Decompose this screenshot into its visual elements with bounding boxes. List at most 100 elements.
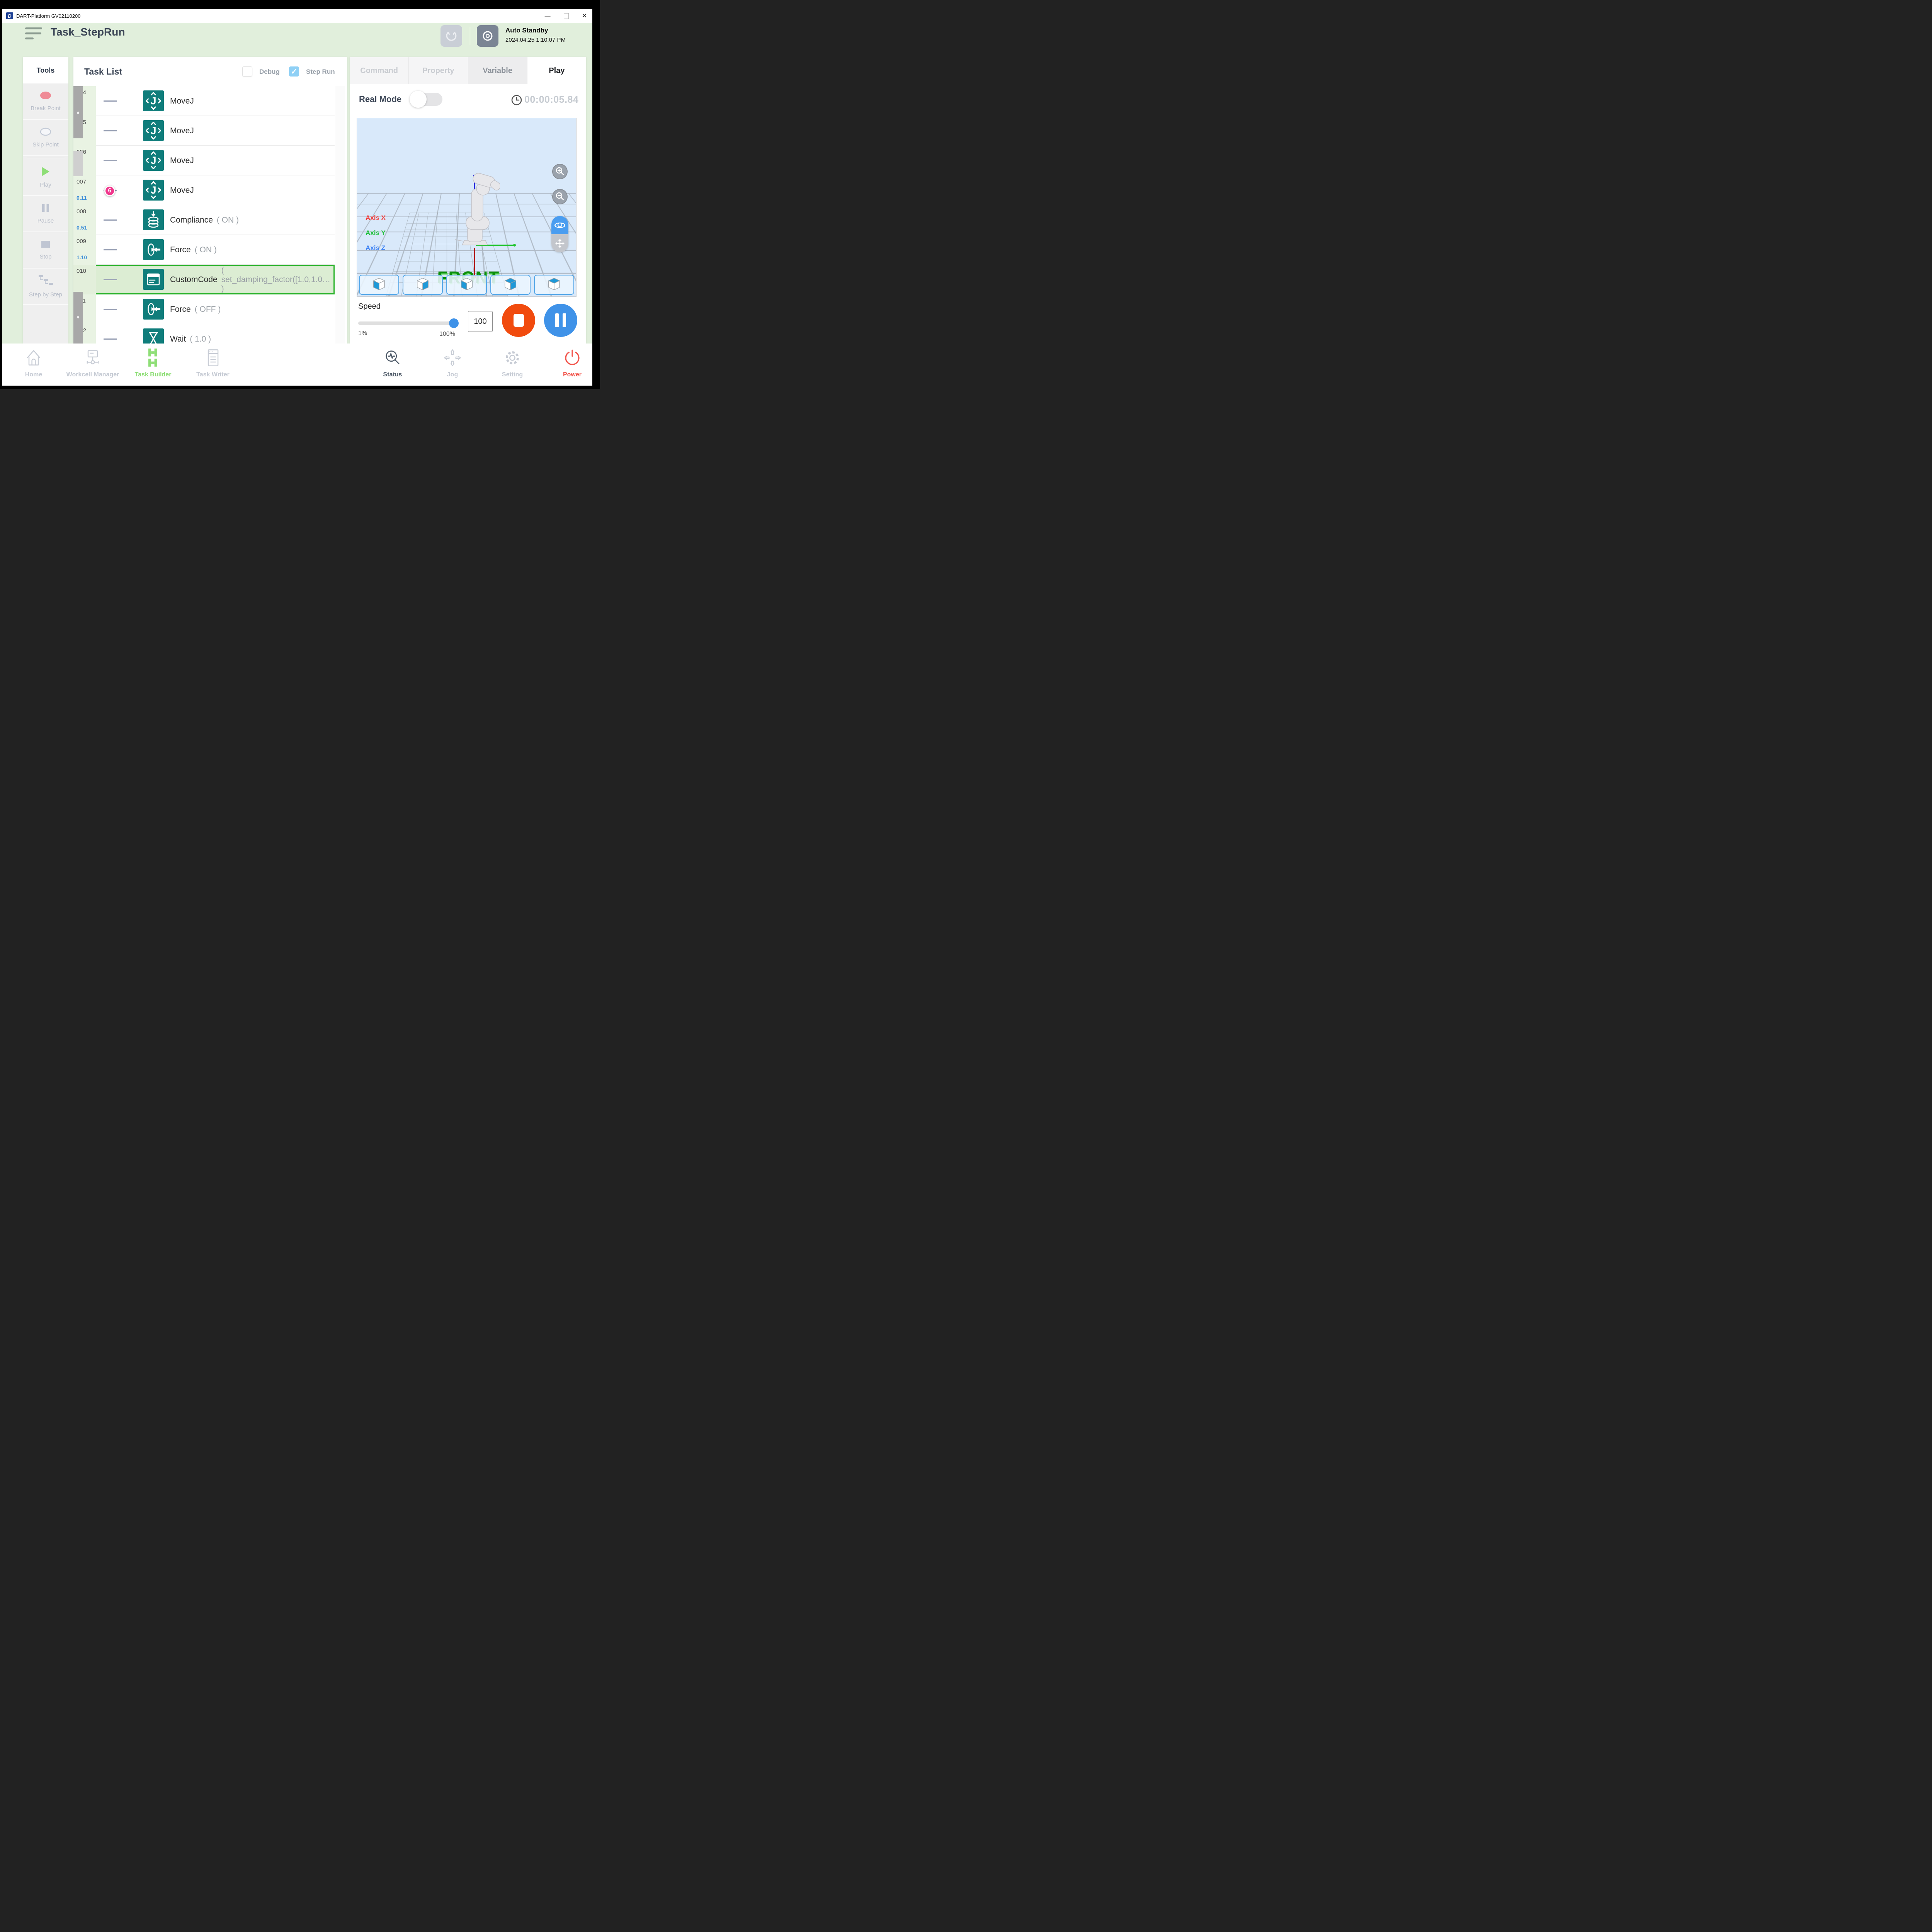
tab-play[interactable]: Play <box>527 57 586 84</box>
row-number: 010 <box>77 268 87 274</box>
status-icon <box>383 347 402 368</box>
nav-setting[interactable]: Setting <box>481 347 543 378</box>
task-row-009[interactable]: 009 1.10 Force( ON ) <box>73 235 335 265</box>
scroll-thumb[interactable] <box>73 151 83 176</box>
stepbystep-icon <box>38 275 53 288</box>
command-name: MoveJ <box>170 126 194 135</box>
task-row-007[interactable]: 007 0.11 6 J MoveJ <box>73 175 335 205</box>
view-control-pill <box>551 216 568 252</box>
robot-gripper-icon[interactable] <box>440 25 462 47</box>
minimize-button[interactable]: — <box>544 13 551 19</box>
pause-button[interactable] <box>544 304 577 337</box>
movej-command-icon: J <box>143 150 164 171</box>
task-row-005[interactable]: 005 J MoveJ <box>73 116 335 146</box>
step-run-label: Step Run <box>306 68 335 75</box>
jog-icon <box>443 347 462 368</box>
tool-step-by-step[interactable]: Step by Step <box>23 269 68 305</box>
nav-jog[interactable]: Jog <box>422 347 483 378</box>
tab-command[interactable]: Command <box>350 57 409 84</box>
tool-skip-point[interactable]: Skip Point <box>23 120 68 156</box>
play-icon <box>41 167 50 179</box>
app-logo-icon: D <box>6 12 13 19</box>
command-args: ( OFF ) <box>194 304 221 314</box>
view-right-cube-icon <box>415 276 430 294</box>
app-window: D DART-Platform GV02110200 — ✕ Task_Step… <box>2 9 592 386</box>
tool-play[interactable]: Play <box>23 160 68 196</box>
row-number: 008 <box>77 208 87 215</box>
svg-text:J: J <box>150 125 156 136</box>
nav-task-writer[interactable]: Task Writer <box>182 347 244 378</box>
task-row-006[interactable]: 006 J MoveJ <box>73 146 335 175</box>
robot-mode-status: Auto Standby <box>505 27 548 34</box>
tab-property[interactable]: Property <box>409 57 468 84</box>
view-cube-buttons <box>357 275 576 295</box>
task-row-012[interactable]: 012 Wait( 1.0 ) <box>73 324 335 344</box>
zoom-in-button[interactable] <box>552 164 568 179</box>
maximize-button[interactable] <box>563 13 569 19</box>
speed-slider-thumb[interactable] <box>449 318 459 328</box>
task-row-004[interactable]: 004 J MoveJ <box>73 86 335 116</box>
command-args: ( ON ) <box>194 245 217 254</box>
row-exec-time: 0.11 <box>77 195 87 201</box>
rotate-view-button[interactable] <box>551 216 568 234</box>
task-list-header: Task List Debug ✓ Step Run <box>73 57 347 86</box>
real-mode-toggle[interactable] <box>410 91 442 108</box>
title-bar: D DART-Platform GV02110200 — ✕ <box>2 9 592 23</box>
row-exec-time: 1.10 <box>77 254 87 260</box>
axis-y-line <box>476 244 516 247</box>
nav-task-builder[interactable]: Task Builder <box>122 347 184 378</box>
robot-state-swirl-icon[interactable] <box>477 25 498 47</box>
movej-command-icon: J <box>143 120 164 141</box>
debug-checkbox[interactable] <box>242 66 252 77</box>
close-button[interactable]: ✕ <box>582 12 587 19</box>
tab-variable[interactable]: Variable <box>468 57 527 84</box>
scroll-up-button[interactable]: ▲ <box>73 86 83 138</box>
tool-pause[interactable]: Pause <box>23 196 68 232</box>
nav-status[interactable]: Status <box>362 347 423 378</box>
command-name: Force <box>170 304 191 314</box>
task-row-008[interactable]: 008 0.51 Compliance( ON ) <box>73 205 335 235</box>
real-mode-label: Real Mode <box>359 94 402 104</box>
command-name: MoveJ <box>170 156 194 165</box>
force-command-icon <box>143 239 164 260</box>
command-name: Force <box>170 245 191 254</box>
view-top-button[interactable] <box>534 275 575 295</box>
speed-value-input[interactable] <box>468 311 493 332</box>
view-iso-button[interactable] <box>490 275 531 295</box>
force-command-icon <box>143 299 164 320</box>
stop-icon <box>41 240 51 250</box>
status-timestamp: 2024.04.25 1:10:07 PM <box>505 37 566 43</box>
stop-button[interactable] <box>502 304 535 337</box>
nav-workcell-manager[interactable]: Workcell Manager <box>62 347 124 378</box>
panel-tabs: Command Property Variable Play <box>350 57 586 84</box>
view-front-button[interactable] <box>359 275 400 295</box>
row-number-gutter: 010 <box>73 265 96 294</box>
simulation-viewport[interactable]: Axis X Axis Y Axis Z <box>357 118 577 297</box>
menu-hamburger-icon[interactable] <box>25 27 43 40</box>
view-right-button[interactable] <box>403 275 443 295</box>
row-number: 009 <box>77 238 87 245</box>
row-number-gutter: 007 0.11 <box>73 175 96 205</box>
command-args: ( set_damping_factor([1.0,1.0… ) <box>221 265 331 293</box>
view-left-button[interactable] <box>446 275 487 295</box>
scroll-down-button[interactable]: ▼ <box>73 292 83 344</box>
nav-power[interactable]: Power <box>541 347 592 378</box>
taskwriter-icon <box>204 347 222 368</box>
tool-stop[interactable]: Stop <box>23 232 68 269</box>
task-row-011[interactable]: 011 Force( OFF ) <box>73 294 335 324</box>
toggle-knob <box>410 91 427 108</box>
axis-label-y: Axis Y <box>366 229 386 236</box>
step-badge: 6 <box>104 185 115 196</box>
step-run-checkbox[interactable]: ✓ <box>289 66 299 77</box>
task-row-010[interactable]: 010 CustomCode( set_damping_factor([1.0,… <box>73 265 335 294</box>
timer-clock-icon <box>511 94 522 108</box>
tree-tick <box>104 100 117 102</box>
nav-home[interactable]: Home <box>3 347 65 378</box>
zoom-out-button[interactable] <box>552 189 568 204</box>
speed-slider[interactable] <box>358 318 459 328</box>
tool-break-point[interactable]: Break Point <box>23 83 68 120</box>
pan-view-button[interactable] <box>551 234 568 252</box>
command-args: ( ON ) <box>216 215 239 224</box>
workcell-icon <box>83 347 102 368</box>
command-name: MoveJ <box>170 96 194 105</box>
